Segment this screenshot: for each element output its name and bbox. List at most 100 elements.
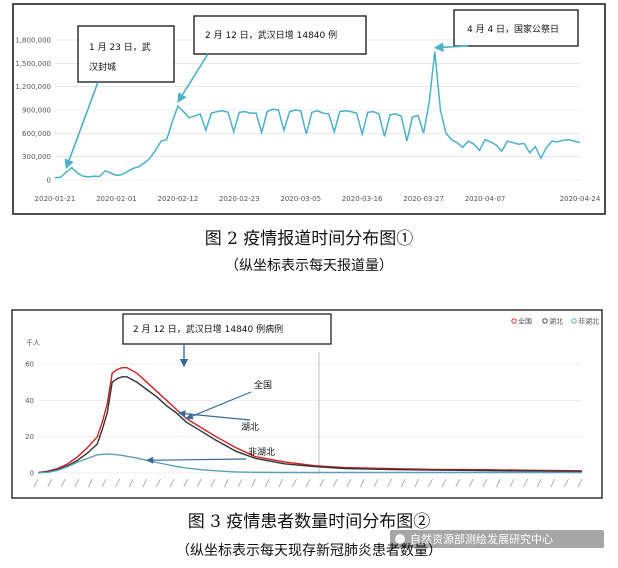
chart2-x-tick	[251, 478, 256, 488]
chart2-series-arrow	[178, 410, 251, 421]
chart2-x-tick	[509, 478, 515, 488]
chart2-x-tick	[156, 478, 161, 488]
chart1-annotation-box	[77, 25, 175, 83]
chart1-x-tick-label: 2020-02-23	[219, 195, 260, 203]
chart1-x-tick-label: 2020-01-21	[35, 195, 76, 203]
chart1-x-ticks: 2020-01-21 2020-02-01 2020-02-12 2020-02-23…	[35, 195, 601, 203]
chart2-y-ticks: 0 20 40 60	[25, 361, 34, 478]
chart1-annotation-arrow	[177, 53, 209, 103]
chart2-x-tick	[169, 478, 175, 488]
chart1-y-tick-label: 1,500,000	[15, 60, 51, 68]
chart2-x-tick	[414, 478, 420, 488]
chart1-x-tick-label: 2020-03-16	[342, 195, 383, 203]
chart1-series-line	[54, 51, 581, 179]
chart2-annotation-box	[122, 313, 332, 345]
chart2-series-line	[37, 453, 582, 474]
chart2-x-tick	[441, 478, 447, 488]
chart2-x-tick	[33, 478, 39, 488]
chart1-annotation: 4 月 4 日，国家公祭日	[433, 9, 579, 53]
chart2-legend-marker	[571, 318, 577, 324]
chart2-x-tick	[455, 478, 460, 488]
chart2-x-tick	[332, 478, 338, 488]
chart1-annotation-text: 2 月 12 日，武汉日增 14840 例	[205, 29, 337, 41]
chart2-x-tick	[496, 478, 501, 488]
chart2-x-tick	[387, 478, 392, 488]
chart2-x-tick	[88, 478, 93, 488]
chart1-annotation-text: 汉封城	[89, 61, 116, 73]
chart1-x-tick-label: 2020-03-27	[403, 195, 444, 203]
chart2-x-tick	[115, 478, 120, 488]
chart2-x-ticks	[33, 478, 583, 488]
chart2-x-tick	[101, 478, 107, 488]
chart2-x-tick	[237, 478, 243, 488]
chart1-x-tick-label: 2020-04-07	[465, 195, 506, 203]
watermark: 自然资源部测绘发展研究中心	[390, 530, 604, 548]
chart1-annotation-text: 4 月 4 日，国家公祭日	[467, 23, 559, 35]
chart1-x-tick-label: 2020-02-12	[158, 195, 199, 203]
chart2-legend-marker	[542, 318, 548, 324]
chart2-x-tick	[128, 478, 134, 488]
chart2-y-tick-label: 60	[25, 361, 34, 369]
chart1-annotation-box	[193, 15, 367, 55]
chart2-x-tick	[400, 478, 406, 488]
chart2-x-tick	[319, 478, 324, 488]
chart1-y-ticks: 0 300,000 600,000 900,000 1,200,000 1,500,000…	[15, 37, 51, 185]
chart2-x-tick	[196, 478, 202, 488]
chart2-x-tick	[278, 478, 284, 488]
chart2-x-tick	[523, 478, 528, 488]
chart2-x-tick	[468, 478, 474, 488]
chart1-y-tick-label: 600,000	[22, 130, 51, 138]
watermark-logo-icon	[395, 534, 405, 544]
chart2-y-axis-label: 千人	[26, 338, 40, 347]
chart2-x-tick	[550, 478, 556, 488]
chart1-x-tick-label: 2020-02-01	[96, 195, 137, 203]
chart1-y-tick-label: 0	[47, 177, 51, 185]
chart2-x-tick	[564, 478, 569, 488]
chart2-x-tick	[360, 478, 365, 488]
chart2-x-tick	[482, 478, 488, 488]
chart1-x-tick-label: 2020-04-24	[560, 195, 601, 203]
chart1-annotation-arrow	[64, 81, 99, 170]
chart2-x-tick	[373, 478, 379, 488]
chart2-x-tick	[292, 478, 297, 488]
chart2-legend-label: 全国	[518, 317, 532, 326]
chart2-series-lines	[37, 367, 583, 474]
chart2-legend: 全国 湖北 非湖北	[511, 317, 599, 326]
chart2-annotation-text: 2 月 12 日，武汉日增 14840 例病例	[133, 323, 283, 335]
chart2-x-tick	[47, 478, 52, 488]
chart2-x-tick	[536, 478, 542, 488]
chart1-y-tick-label: 300,000	[22, 153, 51, 161]
chart2-series-label: 全国	[254, 379, 272, 391]
chart1-annotation-box	[453, 9, 579, 47]
chart2-x-tick	[428, 478, 433, 488]
chart2-y-tick-label: 40	[25, 397, 34, 405]
chart2-x-tick	[60, 478, 66, 488]
chart1-annotation: 2 月 12 日，武汉日增 14840 例	[177, 15, 367, 103]
chart2-y-tick-label: 0	[30, 470, 34, 478]
chart2-x-tick	[305, 478, 311, 488]
chart2-x-tick	[210, 478, 216, 488]
chart2-series-label: 湖北	[241, 422, 259, 433]
chart2-caption: 图 3 疫情患者数量时间分布图②	[188, 512, 431, 532]
chart2-x-tick	[142, 478, 148, 488]
chart2-annotation: 2 月 12 日，武汉日增 14840 例病例	[122, 313, 332, 368]
chart2-series-label: 非湖北	[248, 446, 275, 458]
chart2-series-arrow	[146, 456, 247, 464]
chart1-y-tick-label: 900,000	[22, 107, 51, 115]
chart2-x-tick	[183, 478, 188, 488]
chart1-x-tick-label: 2020-03-05	[280, 195, 321, 203]
chart1-annotation-text: 1 月 23 日，武	[89, 41, 151, 53]
chart2-series-arrow	[185, 391, 252, 420]
chart2-x-tick	[224, 478, 229, 488]
chart2-subcaption: （纵坐标表示每天现存新冠肺炎患者数量）	[176, 543, 442, 559]
chart1-y-tick-label: 1,200,000	[15, 83, 51, 91]
chart2-series-line	[37, 367, 583, 474]
chart2-series-line	[37, 376, 583, 474]
chart1-annotation-arrow	[433, 42, 469, 53]
chart2-x-tick	[577, 478, 583, 488]
chart1-y-tick-label: 1,800,000	[15, 37, 51, 45]
